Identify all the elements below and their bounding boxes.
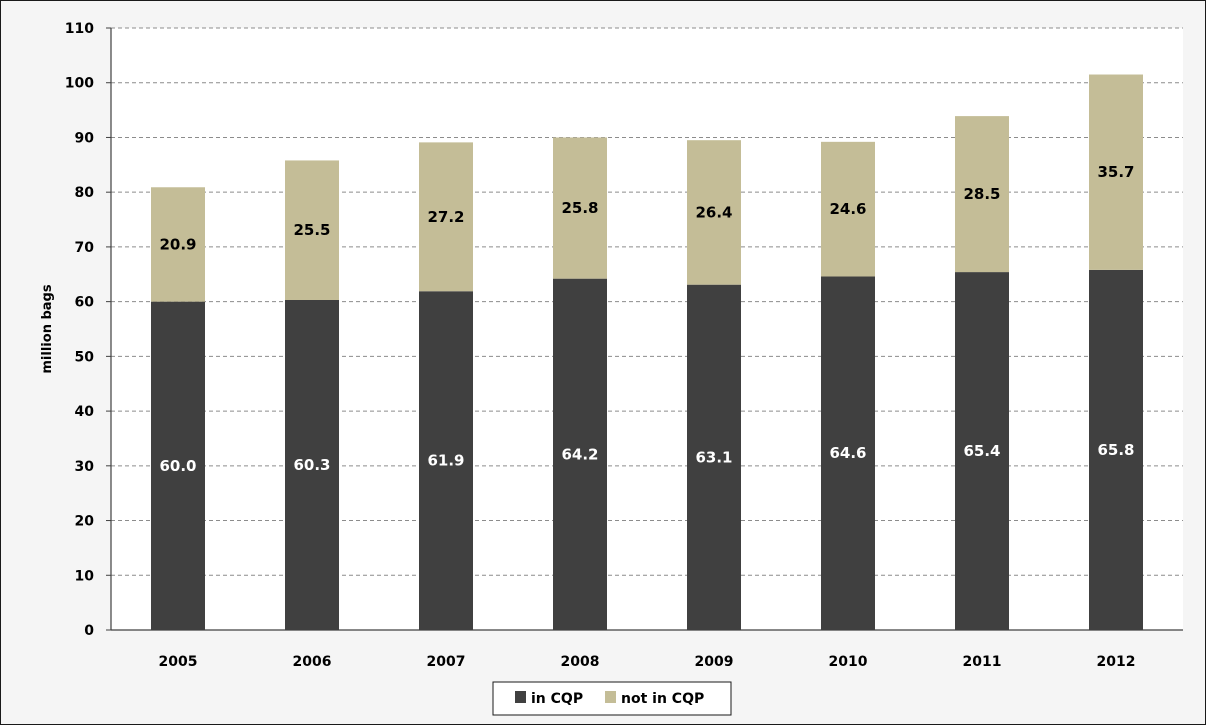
bar-in-cqp-2009 [687,284,741,630]
legend-swatch-not-in-cqp [605,691,616,703]
y-tick-label: 110 [65,21,94,37]
data-label-in-cqp-2010: 64.6 [829,444,866,462]
bar-not-in-cqp-2008 [553,137,607,279]
y-tick-label: 80 [75,185,95,201]
y-tick-label: 90 [75,130,95,146]
y-tick-label: 20 [75,514,95,530]
bar-not-in-cqp-2007 [419,142,473,292]
bar-not-in-cqp-2010 [821,141,875,277]
bar-in-cqp-2012 [1089,269,1143,630]
y-tick-label: 70 [75,240,95,256]
y-tick-label: 100 [65,76,94,92]
data-label-not-in-cqp-2009: 26.4 [695,203,732,221]
data-label-in-cqp-2008: 64.2 [561,445,598,463]
legend-label-not-in-cqp: not in CQP [621,691,704,707]
y-tick-label: 40 [75,404,95,420]
x-tick-label-2011: 2011 [963,654,1002,670]
data-label-not-in-cqp-2010: 24.6 [829,200,866,218]
data-label-in-cqp-2012: 65.8 [1097,441,1134,459]
bar-in-cqp-2011 [955,272,1009,630]
data-labels: 60.0 20.9 60.3 25.5 61.9 27.2 64.2 25.8 63.1 26.4… [159,163,1134,475]
legend-label-in-cqp: in CQP [531,691,583,707]
y-tick-label: 0 [84,623,94,639]
bars [151,74,1143,630]
bar-in-cqp-2005 [151,301,205,630]
x-tick-label-2009: 2009 [695,654,734,670]
y-tick-label: 50 [75,349,95,365]
bar-in-cqp-2008 [553,278,607,630]
data-label-not-in-cqp-2007: 27.2 [427,208,464,226]
data-label-not-in-cqp-2005: 20.9 [159,235,196,253]
legend: in CQP not in CQP [492,681,732,716]
bar-not-in-cqp-2012 [1089,74,1143,270]
y-axis-title: million bags [40,284,55,373]
x-tick-label-2008: 2008 [561,654,600,670]
x-tick-label-2010: 2010 [829,654,868,670]
data-label-in-cqp-2011: 65.4 [963,442,1000,460]
x-tick-label-2012: 2012 [1097,654,1136,670]
y-tick-label: 60 [75,295,95,311]
bar-not-in-cqp-2006 [285,160,339,300]
data-label-in-cqp-2007: 61.9 [427,452,464,470]
data-label-in-cqp-2009: 63.1 [695,448,732,466]
data-label-not-in-cqp-2006: 25.5 [293,221,330,239]
y-tick-labels: 0 10 20 30 40 50 60 70 80 90 100 110 [65,21,94,639]
data-label-not-in-cqp-2011: 28.5 [963,185,1000,203]
bar-not-in-cqp-2005 [151,187,205,302]
y-tick-label: 30 [75,459,95,475]
bar-in-cqp-2007 [419,291,473,630]
data-label-in-cqp-2006: 60.3 [293,456,330,474]
data-label-not-in-cqp-2012: 35.7 [1097,163,1134,181]
bar-in-cqp-2006 [285,299,339,630]
bar-in-cqp-2010 [821,276,875,630]
x-tick-labels: 2005 2006 2007 2008 2009 2010 2011 2012 [159,654,1136,670]
y-tick-label: 10 [75,568,95,584]
legend-swatch-in-cqp [515,691,526,703]
x-tick-label-2005: 2005 [159,654,198,670]
x-tick-label-2007: 2007 [427,654,466,670]
plot-area [111,28,1183,630]
bar-not-in-cqp-2009 [687,140,741,285]
data-label-in-cqp-2005: 60.0 [159,457,196,475]
bar-not-in-cqp-2011 [955,116,1009,273]
x-tick-label-2006: 2006 [293,654,332,670]
data-label-not-in-cqp-2008: 25.8 [561,199,598,217]
